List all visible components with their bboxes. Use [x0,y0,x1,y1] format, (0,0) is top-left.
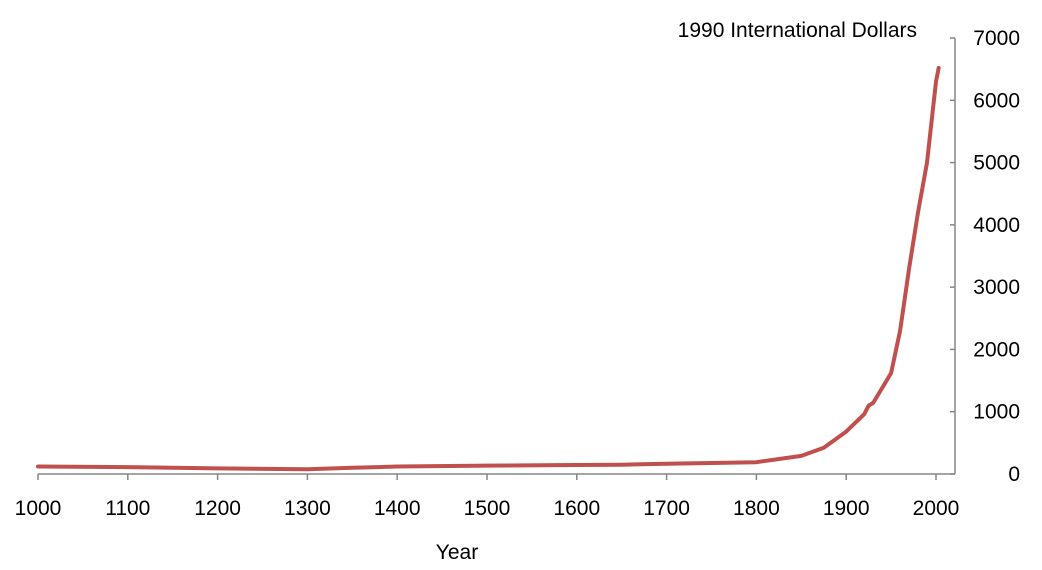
y-tick-label: 1000 [973,401,1020,424]
y-tick-label: 2000 [973,338,1020,361]
series-line [36,65,941,472]
x-tick-label: 1500 [464,497,511,520]
series-layer [36,65,941,472]
labels: 1000 1100 1200 1300 1400 1500 1600 1700 1800 1900… [15,19,1020,564]
x-tick-label: 1000 [15,497,62,520]
y-tick-label: 6000 [973,89,1020,112]
x-tick-label: 1800 [733,497,780,520]
y-tick-label: 5000 [973,152,1020,175]
x-tick-label: 1200 [194,497,241,520]
y-axis-title: 1990 International Dollars [678,19,917,42]
x-tick-label: 2000 [913,497,960,520]
x-axis-title: Year [436,541,478,564]
x-tick-label: 1300 [284,497,331,520]
y-tick-label: 4000 [973,214,1020,237]
x-tick-label: 1700 [643,497,690,520]
x-tick-label: 1900 [823,497,870,520]
x-tick-label: 1600 [553,497,600,520]
x-tick-label: 1100 [105,497,150,520]
axes [37,37,956,480]
y-tick-label: 0 [1008,463,1020,486]
y-tick-label: 3000 [973,276,1020,299]
y-tick-label: 7000 [973,27,1020,50]
x-tick-label: 1400 [374,497,421,520]
